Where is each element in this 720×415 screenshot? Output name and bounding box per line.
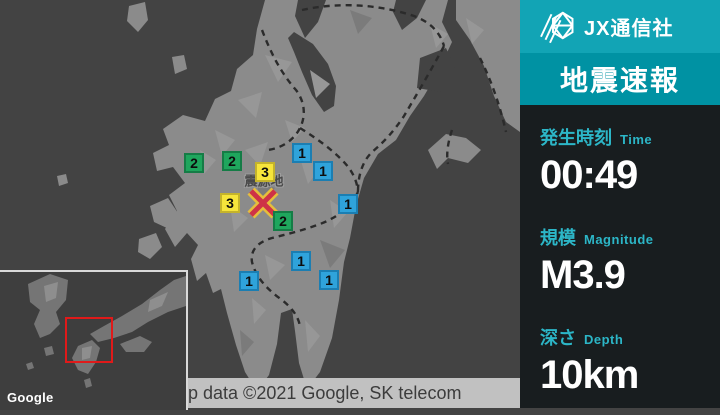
intensity-marker: 2 bbox=[273, 211, 293, 231]
section-time: 発生時刻 Time 00:49 bbox=[540, 124, 720, 195]
inset-map-graphic bbox=[0, 272, 186, 410]
brand-name: JX通信社 bbox=[584, 18, 674, 40]
section-magnitude: 規模 Magnitude M3.9 bbox=[540, 224, 720, 295]
intensity-marker: 1 bbox=[338, 194, 358, 214]
intensity-marker: 1 bbox=[239, 271, 259, 291]
time-value: 00:49 bbox=[540, 153, 638, 197]
section-depth: 深さ Depth 10km bbox=[540, 324, 720, 395]
intensity-marker: 1 bbox=[292, 143, 312, 163]
time-label-en: Time bbox=[620, 132, 653, 147]
map-attribution-text: ap data ©2021 Google, SK telecom bbox=[178, 382, 462, 403]
intensity-marker: 1 bbox=[313, 161, 333, 181]
magnitude-label-ja: 規模 bbox=[540, 228, 576, 248]
alert-banner: 地震速報 bbox=[520, 53, 720, 105]
time-label-ja: 発生時刻 bbox=[540, 128, 612, 148]
google-logo[interactable]: Google bbox=[7, 390, 54, 405]
intensity-marker: 3 bbox=[255, 162, 275, 182]
epicenter-x-icon bbox=[247, 187, 279, 219]
panel-body: 発生時刻 Time 00:49 規模 Magnitude M3.9 深さ Dep… bbox=[520, 105, 720, 395]
intensity-marker: 2 bbox=[184, 153, 204, 173]
inset-overview-map: Google bbox=[0, 270, 188, 410]
intensity-marker: 1 bbox=[319, 270, 339, 290]
intensity-marker: 3 bbox=[220, 193, 240, 213]
jx-press-logo-icon bbox=[540, 11, 574, 43]
magnitude-value: M3.9 bbox=[540, 253, 626, 297]
intensity-marker: 1 bbox=[291, 251, 311, 271]
magnitude-label-en: Magnitude bbox=[584, 232, 654, 247]
earthquake-info-panel: JX通信社 地震速報 発生時刻 Time 00:49 規模 Magnitude … bbox=[520, 0, 720, 408]
brand-header: JX通信社 bbox=[520, 0, 720, 53]
intensity-marker: 2 bbox=[222, 151, 242, 171]
depth-value: 10km bbox=[540, 353, 639, 397]
depth-label-ja: 深さ bbox=[540, 328, 576, 348]
map-attribution-bar: ap data ©2021 Google, SK telecom bbox=[177, 378, 520, 408]
depth-label-en: Depth bbox=[584, 332, 624, 347]
inset-zoom-rect bbox=[65, 317, 113, 363]
